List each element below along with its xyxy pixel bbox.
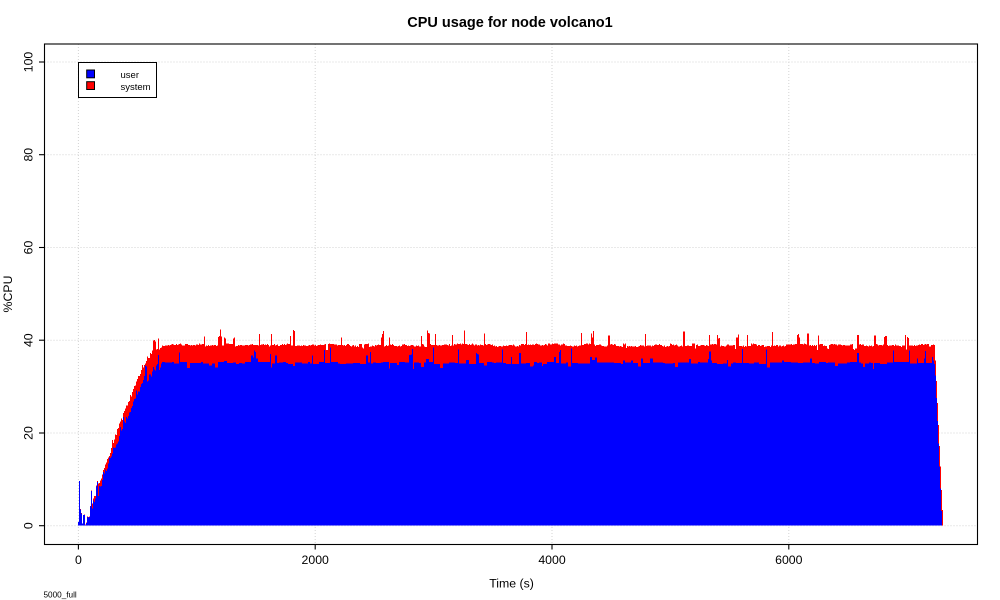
svg-text:Time (s): Time (s) <box>489 576 534 590</box>
svg-text:100: 100 <box>22 52 36 73</box>
svg-text:60: 60 <box>22 241 36 255</box>
svg-text:system: system <box>121 82 151 93</box>
svg-text:0: 0 <box>75 553 82 567</box>
svg-text:20: 20 <box>22 426 36 440</box>
svg-text:%CPU: %CPU <box>1 276 15 313</box>
svg-text:4000: 4000 <box>538 553 566 567</box>
svg-text:2000: 2000 <box>302 553 330 567</box>
svg-text:user: user <box>121 70 139 81</box>
svg-text:0: 0 <box>22 522 36 529</box>
svg-text:5000_full: 5000_full <box>44 591 77 600</box>
svg-text:6000: 6000 <box>775 553 803 567</box>
svg-text:CPU usage for node volcano1: CPU usage for node volcano1 <box>407 15 612 31</box>
svg-text:40: 40 <box>22 333 36 347</box>
svg-text:80: 80 <box>22 148 36 162</box>
